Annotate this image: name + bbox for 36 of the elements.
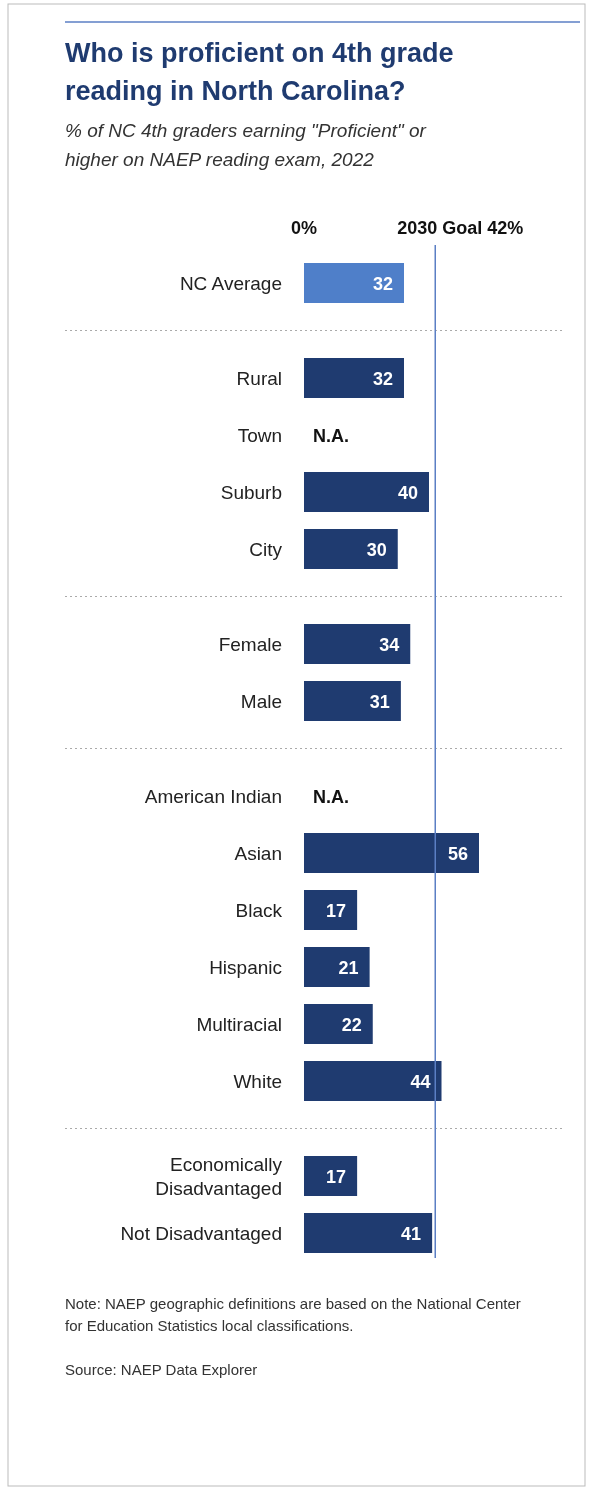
ref-line-label: 2030 Goal 42% [397,218,524,238]
text: N.A. [313,426,349,446]
data-label: 56 [447,844,468,864]
data-label: 32 [372,369,393,389]
chart-title: Who is proficient on 4th grade reading in North Carolina? [65,38,454,106]
data-label: 17 [326,901,347,921]
data-label: 40 [397,483,418,503]
y-tick-label: City [249,539,283,560]
y-tick-label: Rural [236,368,282,389]
y-tick-label: Hispanic [209,957,282,978]
data-label: 21 [338,958,359,978]
y-tick-label: Male [240,691,282,712]
y-tick-label: White [233,1071,282,1092]
data-label: 22 [341,1015,362,1035]
y-tick-label: Multiracial [196,1014,282,1035]
text: Note: NAEP geographic definitions are based on the National Center for Education Statistics local classifications. [65,1295,521,1334]
data-label: 31 [369,692,390,712]
y-tick-label: American Indian [144,786,282,807]
y-tick-label: NC Average [179,273,282,294]
y-tick-label: Town [237,425,282,446]
y-tick-label: Asian [234,843,282,864]
y-tick-label: Not Disadvantaged [120,1223,282,1244]
data-label: 32 [372,274,393,294]
y-tick-label: Suburb [220,482,282,503]
text: N.A. [313,787,349,807]
y-tick-label: Black [235,900,283,921]
y-tick-label: Female [218,634,282,655]
data-label: 44 [410,1072,431,1092]
data-label: 30 [366,540,387,560]
data-label: 41 [401,1224,422,1244]
chart-subtitle: % of NC 4th graders earning "Proficient" or higher on NAEP reading exam, 2022 [65,120,427,170]
y-tick-label: Economically Disadvantaged [155,1154,283,1199]
data-label: 17 [326,1167,347,1187]
text: 0% [290,218,318,238]
data-label: 34 [379,635,400,655]
source-note: Source: NAEP Data Explorer [65,1361,258,1378]
